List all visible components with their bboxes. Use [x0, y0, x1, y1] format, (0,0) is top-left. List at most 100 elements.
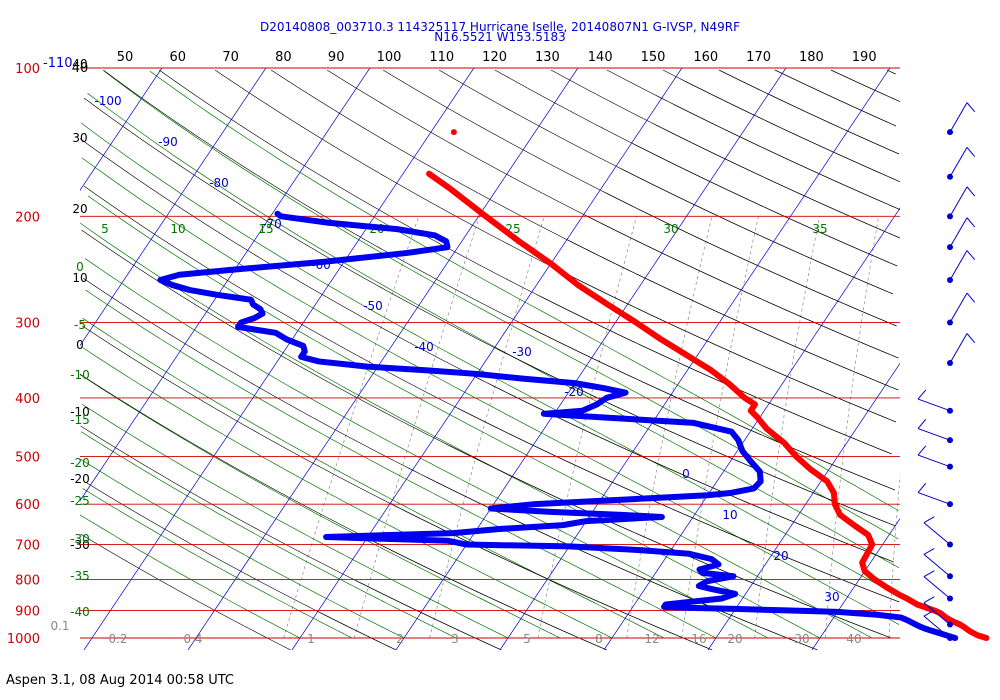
isotherm-line	[0, 68, 58, 650]
pressure-label: 300	[15, 317, 40, 332]
isotherm-label: 30	[824, 590, 839, 604]
moist-adiabat-line	[87, 92, 900, 569]
wind-barb-staff	[949, 292, 968, 323]
dry-adiabat-line	[326, 69, 899, 359]
top-axis-label: 160	[693, 50, 718, 65]
theta-e-label: 10	[170, 222, 185, 236]
isotherm-label: -70	[262, 217, 282, 231]
left-scale-label: 0	[76, 338, 84, 352]
wind-barb-staff	[923, 602, 951, 625]
dry-adiabat-line	[270, 69, 899, 391]
moist-adiabat-line	[82, 347, 613, 639]
mixing-ratio-label: 2	[396, 632, 404, 646]
pressure-label: 700	[15, 539, 40, 554]
top-axis-label: 70	[222, 50, 239, 65]
dry-adiabat-line	[82, 325, 713, 650]
dry-adiabat-line	[80, 425, 502, 650]
pressure-label: 800	[15, 574, 40, 589]
pressure-extra-label: -110	[43, 56, 73, 71]
top-axis-label: 130	[535, 50, 560, 65]
moist-adiabat-line	[82, 317, 665, 639]
isotherm-line	[187, 68, 579, 650]
dry-adiabat-line	[438, 69, 894, 295]
wind-barb-staff	[949, 333, 968, 364]
top-axis-label: 140	[588, 50, 613, 65]
left-scale-label: 10	[72, 271, 87, 285]
dry-adiabat-line	[158, 69, 892, 455]
top-axis-label: 90	[328, 50, 345, 65]
wind-barb-flag	[923, 609, 935, 617]
wind-barb-flag	[923, 516, 935, 524]
isotherm-label: -50	[363, 299, 383, 313]
dewpoint-line	[157, 210, 959, 641]
wind-barb-flag	[917, 445, 927, 456]
isotherm-label: -90	[158, 135, 178, 149]
wind-barb-staff	[917, 428, 951, 441]
left-scale-label: -5	[74, 318, 86, 332]
isotherm-line	[83, 68, 475, 650]
dry-adiabat-line	[718, 69, 900, 155]
moist-adiabat-line	[80, 122, 900, 598]
mixing-ratio-label: 40	[846, 632, 861, 646]
left-scale-label: -30	[70, 538, 90, 552]
mixing-ratio-label: 5	[523, 632, 531, 646]
wind-barb-staff	[949, 250, 968, 281]
top-axis-label: 190	[852, 50, 877, 65]
mixing-ratio-label: 16	[691, 632, 706, 646]
mixing-ratio-label: 30	[794, 632, 809, 646]
mixing-ratio-label: 3	[451, 632, 459, 646]
moist-adiabat-line	[104, 71, 899, 540]
moist-adiabat-line	[80, 374, 561, 639]
wind-barb-staff	[949, 147, 968, 178]
isotherm-line	[916, 68, 1000, 650]
mixing-ratio-label: 0.2	[108, 632, 127, 646]
dewpoint-profile	[157, 210, 959, 641]
wind-barb-flag	[966, 333, 976, 344]
dry-adiabat-line	[85, 481, 397, 650]
left-scale-label: 40	[72, 57, 87, 71]
moist-adiabat-line	[85, 289, 717, 639]
left-scale-label: -20	[70, 472, 90, 486]
left-scale-label: -10	[70, 368, 90, 382]
left-scale-label: -40	[70, 605, 90, 619]
left-scale-label: 30	[72, 131, 87, 145]
mixing-ratio-line	[537, 216, 637, 639]
wind-barb-staff	[917, 398, 951, 412]
isotherm-line	[395, 68, 787, 650]
moist-adiabat-line	[81, 431, 457, 639]
top-axis-label: 120	[482, 50, 507, 65]
theta-e-label: 30	[663, 222, 678, 236]
isotherm-line	[707, 362, 900, 650]
wind-barb-flag	[923, 570, 935, 578]
mixing-ratio-label: 20	[727, 632, 742, 646]
pressure-label: 900	[15, 604, 40, 619]
dry-adiabat-line	[102, 69, 896, 491]
wind-barb-staff	[917, 492, 951, 505]
pressure-label: 400	[15, 392, 40, 407]
isotherm-line	[811, 517, 900, 650]
mixing-ratio-label: 0.1	[50, 619, 69, 633]
wind-barb-flag	[917, 483, 927, 493]
left-scale-label: 20	[72, 202, 87, 216]
wind-barb-staff	[949, 217, 968, 248]
theta-e-label: 35	[812, 222, 827, 236]
dry-adiabat-line	[81, 229, 892, 639]
wind-barbs	[917, 102, 976, 641]
dry-adiabat-line	[83, 97, 896, 527]
wind-barb-staff	[923, 576, 951, 599]
wind-barb-flag	[966, 217, 976, 228]
pressure-label: 500	[15, 450, 40, 465]
wind-barb-flag	[917, 419, 927, 429]
isotherm-label: 10	[722, 508, 737, 522]
isobars	[80, 67, 900, 639]
wind-barb-flag	[966, 186, 976, 197]
dry-adiabats	[80, 69, 900, 650]
isotherm-line	[80, 68, 163, 191]
top-axis-label: 80	[275, 50, 292, 65]
top-axis-label: 60	[170, 50, 187, 65]
isotherm-label: -30	[512, 345, 532, 359]
moist-adiabat-line	[149, 71, 899, 511]
dry-adiabat-line	[80, 373, 607, 650]
